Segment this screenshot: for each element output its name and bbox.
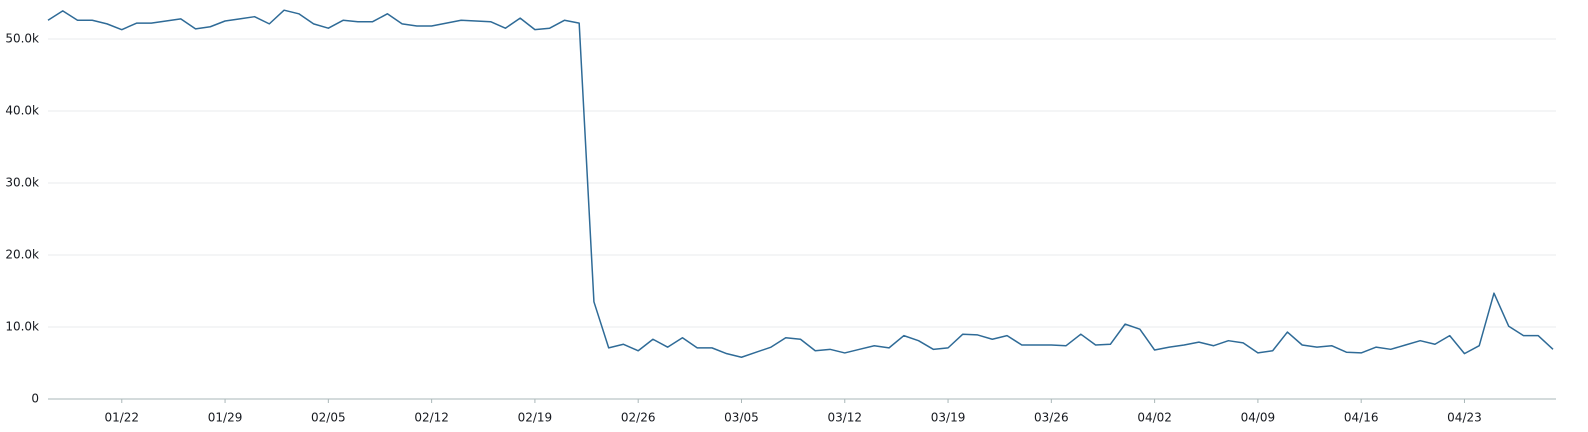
x-tick-label: 03/26: [1034, 411, 1069, 425]
y-tick-label: 40.0k: [5, 104, 39, 118]
x-tick-label: 02/26: [621, 411, 656, 425]
y-tick-label: 0: [31, 392, 39, 406]
x-tick-label: 03/19: [931, 411, 966, 425]
x-tick-label: 04/16: [1344, 411, 1379, 425]
x-tick-label: 04/02: [1137, 411, 1172, 425]
y-tick-label: 20.0k: [5, 248, 39, 262]
x-tick-label: 04/09: [1241, 411, 1276, 425]
x-tick-label: 02/19: [518, 411, 553, 425]
y-tick-label: 10.0k: [5, 320, 39, 334]
x-tick-label: 01/29: [208, 411, 243, 425]
x-tick-label: 02/05: [311, 411, 346, 425]
y-tick-label: 30.0k: [5, 176, 39, 190]
x-tick-label: 01/22: [104, 411, 139, 425]
y-tick-label: 50.0k: [5, 32, 39, 46]
x-tick-label: 02/12: [414, 411, 449, 425]
x-tick-label: 03/12: [827, 411, 862, 425]
x-tick-label: 04/23: [1447, 411, 1482, 425]
data-line: [47, 9, 1554, 358]
x-tick-label: 03/05: [724, 411, 759, 425]
